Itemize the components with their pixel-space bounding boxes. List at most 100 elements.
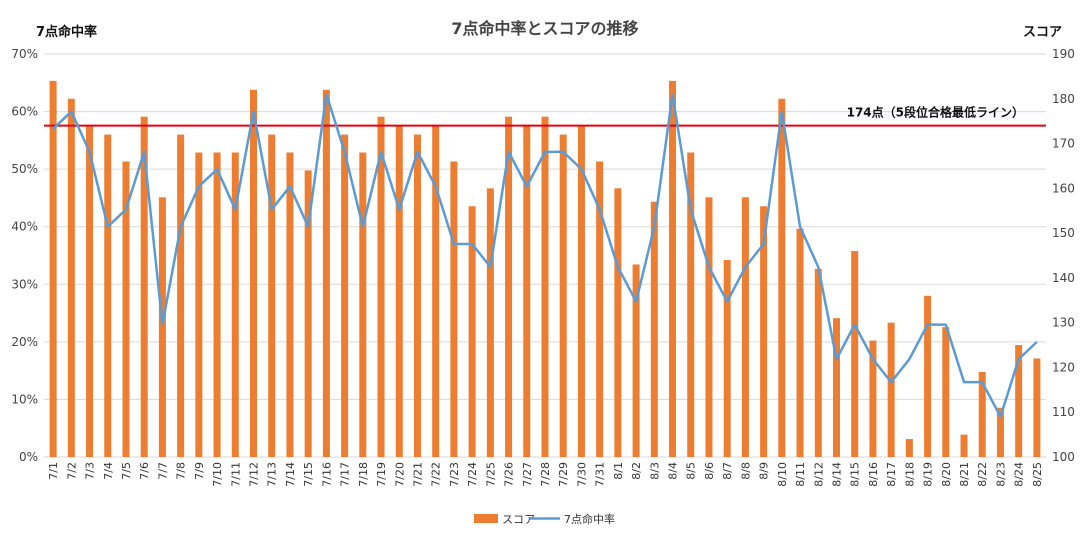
score-bar — [86, 125, 94, 458]
score-bar — [140, 116, 148, 457]
x-tick-label: 7/16 — [320, 462, 333, 487]
left-axis-title: 7点命中率 — [36, 24, 97, 40]
right-tick-label: 150 — [1052, 226, 1075, 240]
score-bar — [887, 322, 895, 457]
score-bars — [49, 80, 1041, 458]
score-bar — [231, 152, 239, 457]
score-bar — [468, 206, 476, 457]
left-axis-ticks: 0% 10% 20% 30% 40% 50% 60% 70% — [11, 47, 38, 464]
x-tick-label: 8/16 — [867, 462, 880, 487]
legend: スコア 7点命中率 — [474, 512, 615, 526]
score-bar — [505, 116, 513, 457]
score-bar — [304, 170, 312, 457]
x-tick-label: 7/23 — [448, 462, 461, 487]
legend-label-score: スコア — [502, 513, 535, 526]
right-tick-label: 110 — [1052, 405, 1075, 419]
score-bar — [924, 295, 932, 457]
score-bar — [650, 201, 658, 457]
x-tick-label: 8/7 — [721, 462, 734, 480]
score-bar — [1015, 345, 1023, 457]
score-bar — [687, 152, 695, 457]
score-bar — [942, 327, 950, 457]
x-tick-label: 7/17 — [339, 462, 352, 487]
x-tick-label: 7/28 — [539, 462, 552, 487]
score-bar — [213, 152, 221, 457]
score-bar — [559, 134, 567, 457]
score-bar — [413, 134, 421, 457]
chart-title: 7点命中率とスコアの推移 — [451, 19, 638, 38]
x-axis-ticks: 7/1 7/2 7/3 7/4 7/5 7/6 7/7 7/8 7/9 7/10 7/11 7/12 7… — [47, 462, 1044, 487]
x-tick-label: 7/6 — [138, 462, 151, 480]
x-tick-label: 7/11 — [229, 462, 242, 487]
left-tick-label: 0% — [19, 450, 38, 464]
score-bar — [523, 125, 531, 458]
score-bar — [960, 434, 968, 457]
score-bar — [359, 152, 367, 457]
left-tick-label: 20% — [11, 335, 38, 349]
x-tick-label: 7/3 — [84, 462, 97, 480]
x-tick-label: 7/9 — [193, 462, 206, 480]
x-tick-label: 7/29 — [557, 462, 570, 487]
x-tick-label: 7/8 — [175, 462, 188, 480]
right-tick-label: 130 — [1052, 316, 1075, 330]
x-tick-label: 7/13 — [266, 462, 279, 487]
right-axis-ticks: 100 110 120 130 140 150 160 170 180 190 — [1052, 47, 1075, 464]
score-bar — [978, 371, 986, 457]
x-tick-label: 7/12 — [248, 462, 261, 487]
x-tick-label: 8/18 — [903, 462, 916, 487]
score-bar — [122, 161, 130, 457]
score-bar — [250, 89, 258, 458]
score-bar — [450, 161, 458, 457]
score-bar — [632, 264, 640, 457]
hit-rate-line — [52, 93, 1038, 418]
right-tick-label: 190 — [1052, 47, 1075, 61]
x-tick-label: 8/19 — [922, 462, 935, 487]
x-tick-label: 8/11 — [794, 462, 807, 487]
left-tick-label: 10% — [11, 392, 38, 406]
score-bar — [905, 439, 913, 457]
score-bar — [669, 80, 677, 457]
x-tick-label: 8/5 — [685, 462, 698, 480]
x-tick-label: 8/17 — [885, 462, 898, 487]
x-tick-label: 7/26 — [503, 462, 516, 487]
score-bar — [778, 98, 786, 458]
score-bar — [796, 228, 804, 457]
x-tick-label: 8/10 — [776, 462, 789, 487]
x-tick-label: 7/5 — [120, 462, 133, 480]
x-tick-label: 8/2 — [630, 462, 643, 480]
x-tick-label: 8/21 — [958, 462, 971, 487]
x-tick-label: 7/18 — [357, 462, 370, 487]
x-tick-label: 8/24 — [1013, 462, 1026, 487]
x-tick-label: 7/4 — [102, 462, 115, 480]
score-bar — [268, 134, 276, 457]
right-tick-label: 100 — [1052, 450, 1075, 464]
x-tick-label: 8/20 — [940, 462, 953, 487]
score-bar — [195, 152, 203, 457]
reference-line-group: 174点（5段位合格最低ライン） — [44, 105, 1046, 127]
score-bar — [177, 134, 185, 457]
left-tick-label: 30% — [11, 277, 38, 291]
x-tick-label: 8/6 — [703, 462, 716, 480]
right-tick-label: 180 — [1052, 92, 1075, 106]
score-bar — [432, 125, 440, 458]
right-tick-label: 140 — [1052, 271, 1075, 285]
x-tick-label: 7/30 — [575, 462, 588, 487]
x-tick-label: 8/23 — [994, 462, 1007, 487]
score-bar — [67, 98, 75, 458]
x-tick-label: 8/22 — [976, 462, 989, 487]
hit-rate-series-line — [52, 93, 1038, 418]
x-tick-label: 8/12 — [812, 462, 825, 487]
legend-swatch-score — [474, 514, 498, 523]
left-tick-label: 60% — [11, 105, 38, 119]
x-tick-label: 7/14 — [284, 462, 297, 487]
x-tick-label: 8/14 — [830, 462, 843, 487]
x-tick-label: 7/1 — [47, 462, 60, 480]
x-tick-label: 8/4 — [667, 462, 680, 480]
score-bar — [760, 206, 768, 457]
score-bar — [322, 89, 330, 458]
score-bar — [577, 125, 585, 458]
x-tick-label: 7/25 — [484, 462, 497, 487]
x-tick-label: 7/2 — [65, 462, 78, 480]
x-tick-label: 7/19 — [375, 462, 388, 487]
